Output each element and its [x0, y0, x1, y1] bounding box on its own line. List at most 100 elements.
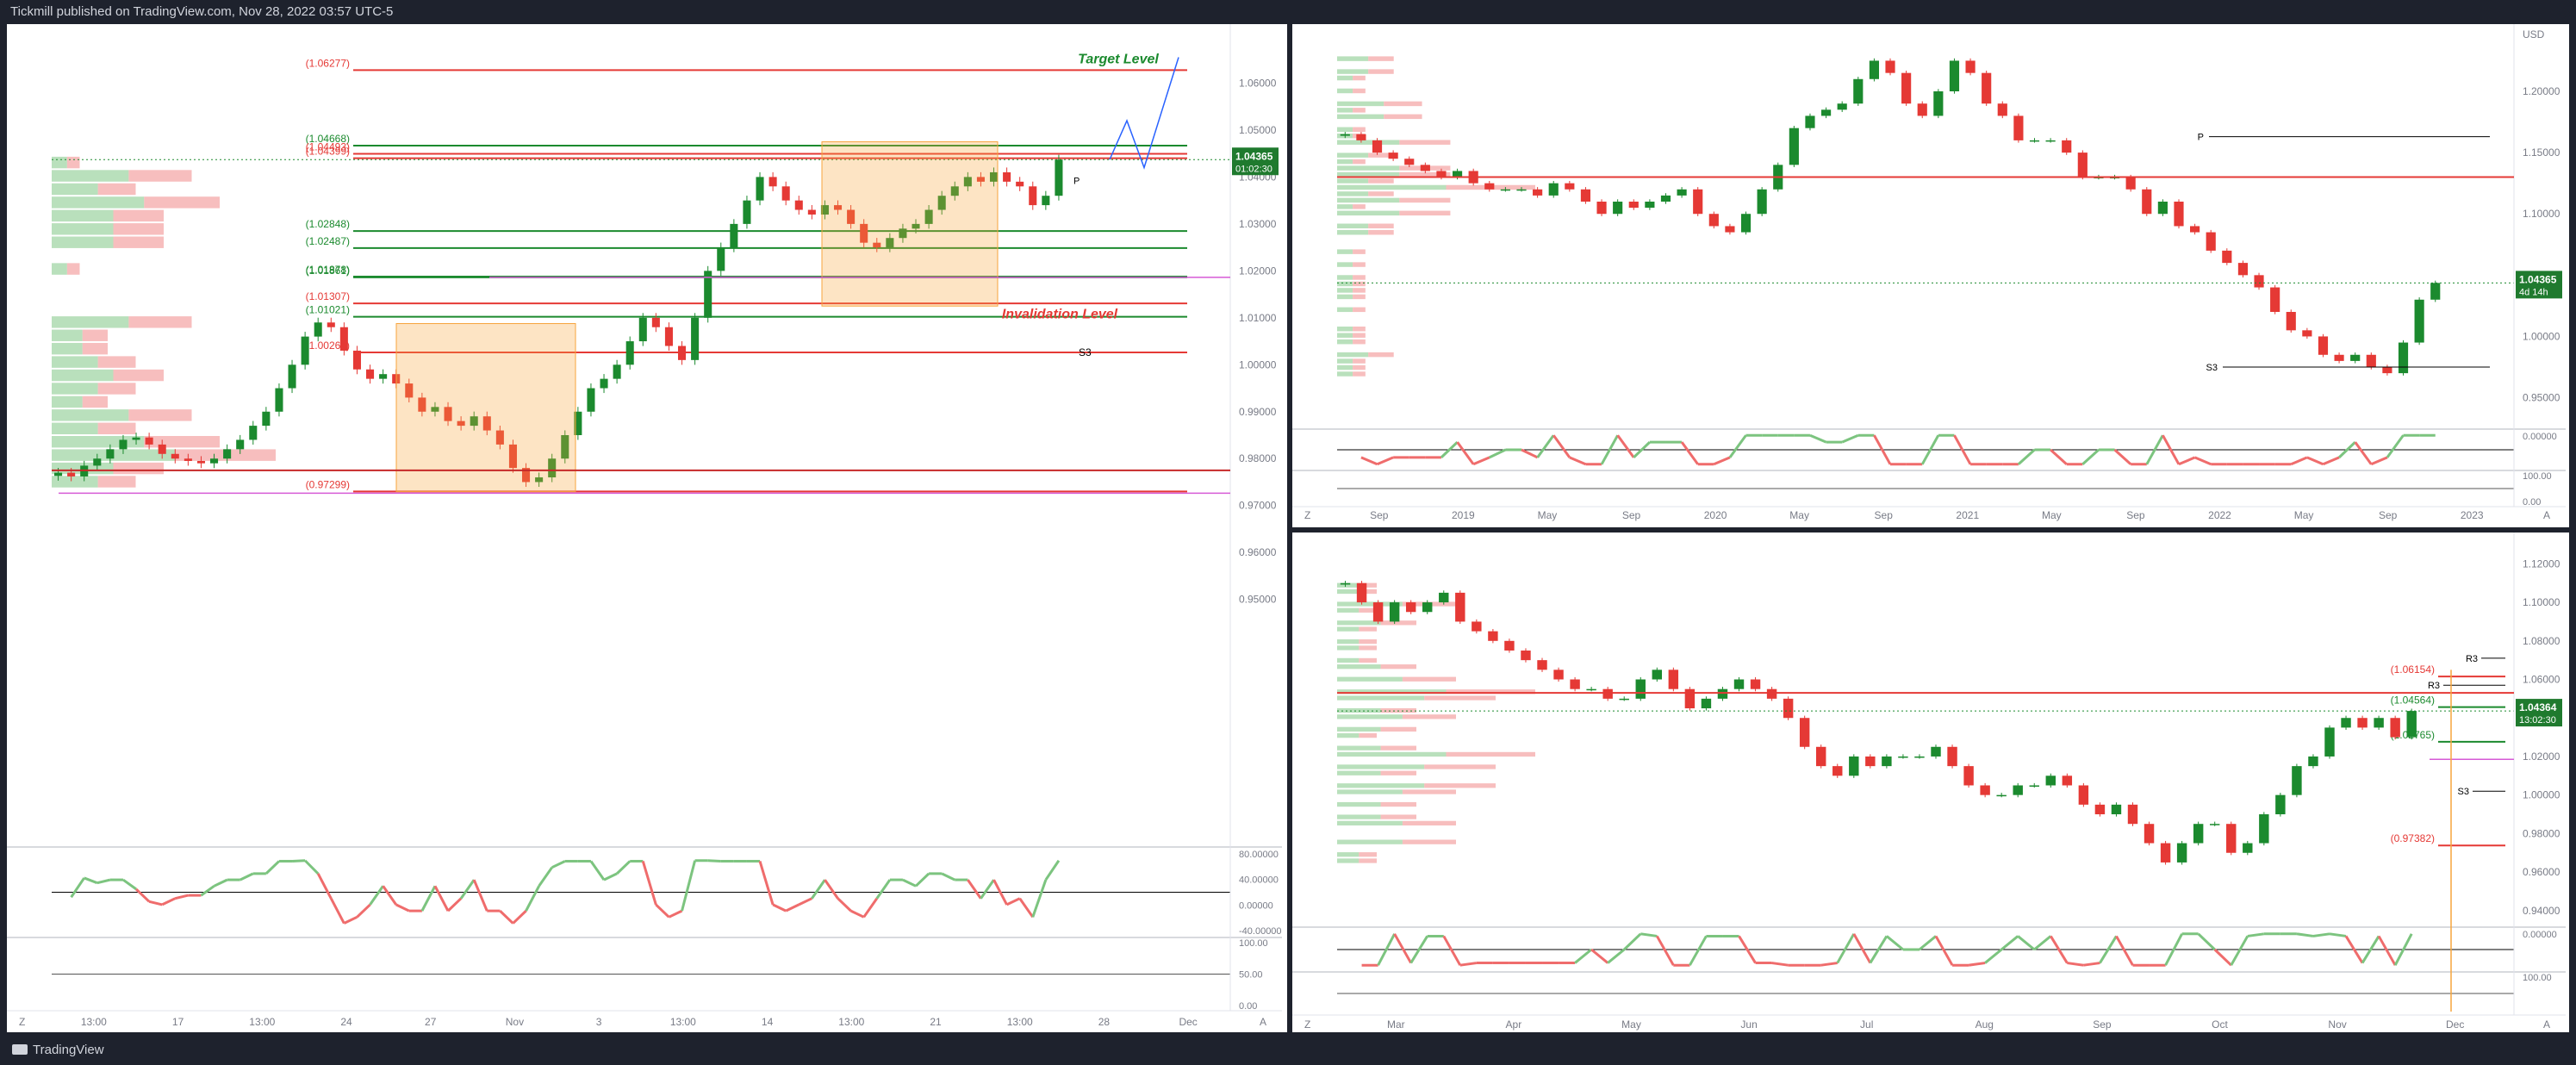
oscillator-segment: [2213, 948, 2232, 967]
oscillator-segment: [1728, 434, 1747, 458]
y-tick-label: 1.03000: [1239, 218, 1277, 230]
volume-profile-bar-down: [1353, 333, 1366, 338]
candle-body: [431, 407, 439, 412]
oscillator-segment: [1376, 456, 1394, 466]
volume-profile-bar-down: [1380, 801, 1416, 807]
volume-profile-bar-down: [1380, 620, 1416, 626]
level-label: (1.04668): [306, 133, 350, 145]
candle-body: [210, 458, 219, 464]
candle-body: [2062, 775, 2073, 786]
volume-profile-bar-up: [52, 342, 83, 355]
candle-body: [1619, 698, 1629, 701]
candle-body: [2125, 177, 2136, 190]
volume-profile-bar-down: [1359, 589, 1377, 595]
candle-body: [2430, 283, 2441, 300]
oscillator-segment: [2000, 935, 2019, 951]
oscillator-segment: [1836, 933, 1856, 964]
volume-profile-bar-down: [1359, 733, 1377, 738]
volume-profile-bar-down: [1359, 657, 1377, 663]
volume-profile-bar-up: [1337, 197, 1400, 203]
volume-profile-bar-up: [1337, 307, 1353, 313]
volume-profile-bar-down: [97, 183, 136, 196]
x-tick-label: 14: [762, 1016, 774, 1028]
chart-panel-right-top[interactable]: 1.200001.150001.100001.050001.000000.950…: [1292, 24, 2569, 527]
y-tick-label: 1.20000: [2523, 85, 2560, 97]
timezone-button: Z: [1304, 1018, 1310, 1031]
candle-body: [1042, 196, 1050, 206]
oscillator-segment: [2113, 448, 2132, 465]
volume-profile-bar-down: [113, 369, 164, 382]
candle-body: [1570, 679, 1580, 689]
oscillator-segment: [1713, 456, 1731, 466]
oscillator-segment: [1489, 448, 1507, 459]
x-tick-label: 13:00: [838, 1016, 864, 1028]
candle-body: [1405, 602, 1416, 613]
level-label: (0.97299): [306, 478, 350, 490]
oscillator-segment: [655, 903, 670, 919]
candle-body: [2127, 804, 2138, 825]
candle-body: [196, 460, 205, 464]
x-tick-label: Sep: [2379, 509, 2398, 521]
candle-body: [820, 205, 829, 215]
y-tick-label: 0.96000: [1239, 546, 1277, 558]
stochastic-tick: 100.00: [2523, 973, 2552, 983]
oscillator-segment: [2247, 932, 2265, 937]
x-tick-label: Nov: [506, 1016, 524, 1028]
x-tick-label: 2019: [1452, 509, 1475, 521]
candle-body: [2142, 189, 2152, 215]
x-tick-label: 2020: [1704, 509, 1727, 521]
candle-body: [1029, 186, 1037, 206]
oscillator-segment: [772, 903, 787, 912]
price-tag-box: [1232, 147, 1279, 176]
range-box-2: [821, 141, 999, 307]
volume-profile-bar-down: [1399, 140, 1451, 145]
tradingview-logo[interactable]: TradingView: [12, 1043, 104, 1057]
candle-body: [1613, 202, 1623, 215]
left-chart-canvas[interactable]: (1.06277) (1.04668)(1.04399)(1.04493) (1.0…: [7, 24, 1287, 1032]
volume-profile-bar-up: [1337, 108, 1353, 113]
candle-body: [1388, 153, 1398, 159]
candle-body: [67, 472, 76, 476]
oscillator-segment: [264, 860, 280, 875]
oscillator-segment: [499, 910, 514, 925]
volume-profile-bar-down: [1384, 101, 1422, 107]
oscillator-segment: [1590, 948, 1609, 964]
x-tick-label: Sep: [2093, 1018, 2112, 1031]
candle-body: [1455, 592, 1465, 622]
candle-body: [1356, 134, 1366, 140]
candle-body: [2406, 711, 2417, 738]
volume-profile-bar-up: [1337, 288, 1353, 293]
chart-panel-right-bottom[interactable]: (1.06154)(1.04564)(1.02765)(0.97382)1.12…: [1292, 532, 2569, 1032]
chart-panel-left[interactable]: (1.06277) (1.04668) (1.04399) (1.04493) (1.0…: [7, 24, 1287, 1032]
candle-body: [743, 200, 751, 224]
volume-profile-bar-up: [1337, 801, 1381, 807]
volume-profile-bar-down: [113, 236, 164, 248]
right-top-chart-canvas[interactable]: 1.200001.150001.100001.050001.000000.950…: [1292, 24, 2569, 527]
candle-body: [1628, 202, 1639, 209]
x-tick-label: 13:00: [670, 1016, 696, 1028]
oscillator-segment: [1409, 935, 1429, 964]
candle-body: [1389, 602, 1400, 622]
volume-profile-bar-up: [1337, 664, 1381, 670]
volume-profile-bar-down: [1353, 339, 1366, 345]
right-bottom-chart-canvas[interactable]: (1.06154)(1.04564)(1.02765)(0.97382)1.12…: [1292, 532, 2569, 1032]
x-tick-label: Nov: [2328, 1018, 2346, 1031]
candle-body: [1799, 718, 1810, 747]
r3b-label: R3: [2428, 681, 2440, 691]
oscillator-segment: [122, 878, 137, 891]
candle-body: [1645, 202, 1655, 209]
x-tick-label: 13:00: [81, 1016, 107, 1028]
volume-profile-bar-down: [66, 263, 80, 275]
volume-profile-bar-down: [1353, 358, 1366, 364]
candle-body: [587, 388, 595, 412]
volume-profile-bar-down: [1353, 262, 1366, 267]
volume-profile-bar-down: [1368, 153, 1394, 158]
candle-body: [1420, 165, 1430, 171]
candle-body: [1003, 171, 1011, 182]
oscillator-segment: [148, 900, 163, 906]
oscillator-segment: [2230, 935, 2249, 966]
volume-profile-bar-up: [52, 476, 98, 488]
volume-profile-bar-up: [1337, 153, 1369, 158]
candle-body: [2302, 330, 2312, 337]
oscillator-segment: [2361, 935, 2380, 964]
